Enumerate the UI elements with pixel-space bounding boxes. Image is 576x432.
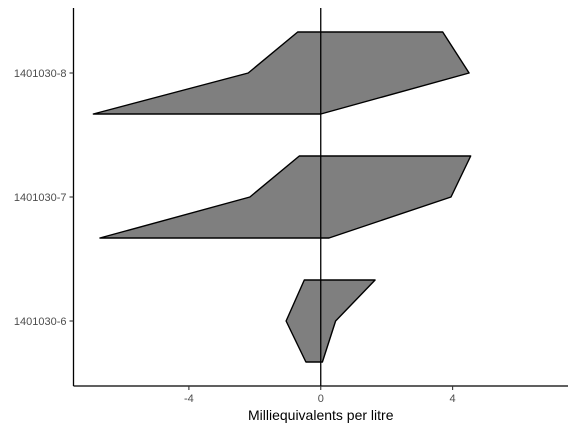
x-tick-label: 0 xyxy=(318,393,324,405)
x-tick-label: 4 xyxy=(450,393,456,405)
x-axis-title: Milliequivalents per litre xyxy=(248,407,394,423)
stiff-polygon-1401030-7 xyxy=(99,155,472,239)
ticks-layer: 1401030-8 1401030-7 1401030-6 -4 0 4 xyxy=(14,68,456,405)
polygons-layer xyxy=(92,31,472,363)
x-tick-label: -4 xyxy=(184,393,194,405)
stiff-polygon-1401030-8 xyxy=(92,31,470,115)
y-tick-label: 1401030-7 xyxy=(14,192,67,204)
y-tick-label: 1401030-6 xyxy=(14,316,67,328)
stiff-polygon-1401030-6 xyxy=(285,279,376,363)
y-tick-label: 1401030-8 xyxy=(14,68,67,80)
